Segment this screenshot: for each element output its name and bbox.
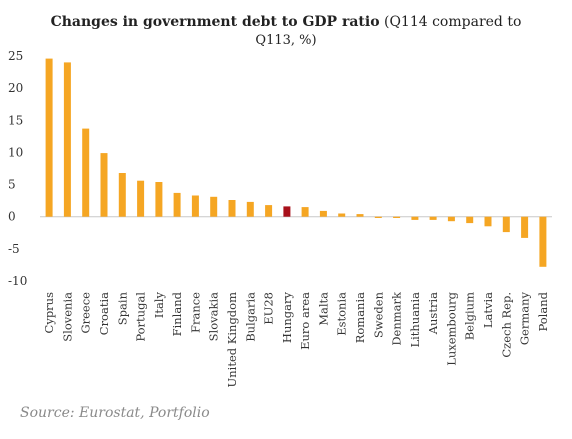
bar-malta <box>319 210 327 217</box>
bar-estonia <box>338 213 346 217</box>
bar-czech-rep- <box>502 216 510 233</box>
bar-chart: -10 -5 0 5 10 15 20 25 Cyprus Slovenia Greece Croa… <box>8 49 552 387</box>
x-tick-label: Italy <box>152 292 166 319</box>
bar-sweden <box>374 216 382 218</box>
bar-italy <box>155 182 163 217</box>
x-tick-label: France <box>188 292 202 333</box>
chart-title-rest: (Q114 compared to <box>383 14 522 30</box>
chart-title-line2: Q113, %) <box>255 33 317 48</box>
bar-euro-area <box>301 207 309 217</box>
y-tick-label: 10 <box>8 145 23 159</box>
x-tick-label: Sweden <box>371 291 385 338</box>
bar-austria <box>429 216 437 220</box>
x-tick-label: Romania <box>353 292 367 343</box>
x-tick-label: Euro area <box>298 292 312 350</box>
chart-title: Changes in government debt to GDP ratio … <box>0 14 572 30</box>
bar-poland <box>539 216 547 267</box>
bar-croatia <box>100 153 108 217</box>
bar-finland <box>173 192 181 217</box>
bar-eu28 <box>265 205 273 217</box>
x-tick-label: Spain <box>115 291 129 325</box>
bar-united-kingdom <box>228 200 236 217</box>
x-tick-label: Finland <box>170 291 184 336</box>
bar-luxembourg <box>447 216 455 222</box>
x-tick-label: EU28 <box>262 292 276 325</box>
x-tick-label: Latvia <box>481 292 495 328</box>
y-tick-label: -5 <box>8 242 20 256</box>
y-tick-label: 0 <box>8 210 16 224</box>
y-tick-label: 5 <box>8 178 16 192</box>
bar-spain <box>118 173 126 217</box>
bar-france <box>191 195 199 217</box>
x-axis-labels: Cyprus Slovenia Greece Croatia Spain Portugal… <box>42 291 550 387</box>
x-tick-label: Luxembourg <box>444 291 458 365</box>
bar-portugal <box>137 180 145 217</box>
y-axis: -10 -5 0 5 10 15 20 25 <box>8 49 552 288</box>
y-tick-label: -10 <box>8 274 27 288</box>
bar-slovenia <box>63 62 71 217</box>
x-tick-label: Belgium <box>463 292 477 340</box>
x-tick-label: Estonia <box>335 292 349 336</box>
x-tick-label: Bulgaria <box>243 292 257 342</box>
x-tick-label: Greece <box>79 292 93 334</box>
bar-romania <box>356 214 364 217</box>
x-tick-label: Croatia <box>97 292 111 335</box>
x-tick-label: Malta <box>316 292 330 326</box>
y-tick-label: 20 <box>8 81 23 95</box>
x-tick-label: Cyprus <box>42 292 56 334</box>
x-tick-label: Portugal <box>134 292 148 342</box>
bar-germany <box>521 216 529 238</box>
x-tick-label: Hungary <box>280 292 294 344</box>
x-tick-label: Denmark <box>390 291 404 346</box>
bar-belgium <box>466 216 474 224</box>
x-tick-label: Poland <box>536 291 550 331</box>
chart-title-bold: Changes in government debt to GDP ratio <box>50 14 380 30</box>
bar-greece <box>82 128 90 217</box>
x-tick-label: Austria <box>426 292 440 335</box>
x-tick-label: Czech Rep. <box>499 292 513 358</box>
x-tick-label: Slovakia <box>207 292 221 341</box>
y-tick-label: 15 <box>8 113 23 127</box>
bar-bulgaria <box>246 201 254 217</box>
bar-denmark <box>393 216 401 218</box>
x-tick-label: United Kingdom <box>225 292 239 388</box>
x-tick-label: Slovenia <box>60 292 74 342</box>
bar-latvia <box>484 216 492 227</box>
y-tick-label: 25 <box>8 49 23 63</box>
source-note: Source: Eurostat, Portfolio <box>20 405 210 421</box>
bar-lithuania <box>411 216 419 220</box>
bar-slovakia <box>210 196 218 217</box>
bar-hungary <box>283 206 291 217</box>
x-tick-label: Germany <box>518 291 532 345</box>
x-tick-label: Lithuania <box>408 292 422 348</box>
bars <box>45 58 547 267</box>
bar-cyprus <box>45 58 53 217</box>
